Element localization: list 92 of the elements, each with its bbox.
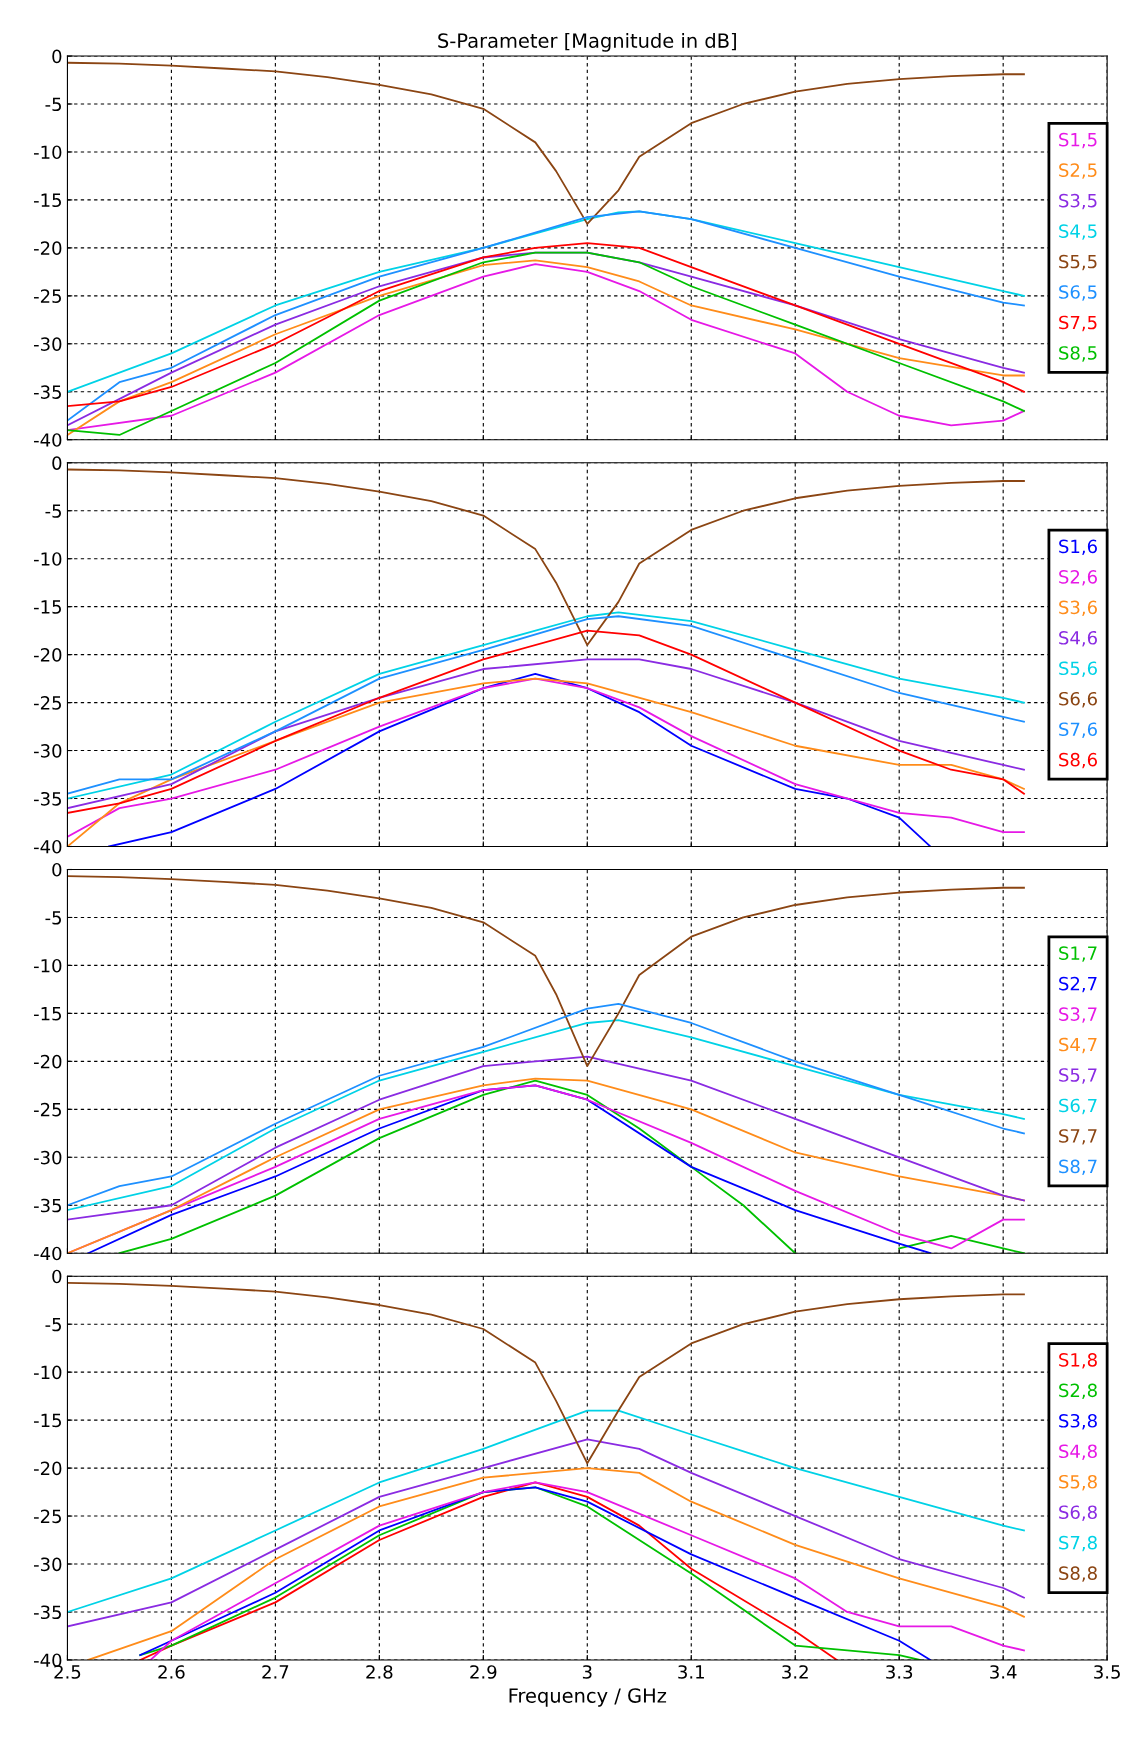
y-tick-label: -20 xyxy=(33,1054,62,1069)
series-label: S7,8 xyxy=(1059,1535,1097,1552)
line-series xyxy=(108,672,932,847)
y-tick-label: 0 xyxy=(52,456,62,470)
x-tick-label: 3.4 xyxy=(990,1665,1017,1679)
y-tick-label: 0 xyxy=(52,1269,62,1284)
y-tick-label: -40 xyxy=(33,433,62,447)
y-tick-label: -15 xyxy=(33,193,61,208)
text: S8,8 xyxy=(1059,1566,1097,1582)
y-tick-label: -20 xyxy=(33,648,62,662)
y-tick-label: -10 xyxy=(33,552,62,566)
line-series xyxy=(67,658,1025,810)
x-tick-label: 3.5 xyxy=(1094,1665,1120,1679)
y-tick-label: -25 xyxy=(33,289,61,303)
text: S5,6 xyxy=(1059,661,1097,677)
y-tick-label: -30 xyxy=(33,744,62,758)
text: S4,7 xyxy=(1059,1037,1097,1054)
y-tick-label: -30 xyxy=(33,1150,62,1165)
y-tick-label: -40 xyxy=(33,1653,62,1668)
text: S4,6 xyxy=(1059,630,1097,647)
text: S3,5 xyxy=(1059,193,1097,210)
x-tick-label: 2.8 xyxy=(366,1665,393,1679)
text: S6,6 xyxy=(1059,691,1097,708)
y-tick-label: -30 xyxy=(33,1557,62,1572)
chart-title: S-Parameter [Magnitude in dB] xyxy=(438,32,736,52)
y-tick-label: -5 xyxy=(45,504,61,518)
line-series xyxy=(67,61,1025,225)
text: S4,8 xyxy=(1059,1444,1097,1460)
line-series xyxy=(67,242,1025,408)
y-tick-label: -25 xyxy=(33,696,61,710)
text: S8,6 xyxy=(1059,752,1097,769)
y-tick-label: -35 xyxy=(33,1605,61,1620)
x-tick-label: 2.9 xyxy=(470,1665,497,1679)
y-tick-label: -15 xyxy=(33,1413,61,1428)
series-label: S6,5 xyxy=(1059,285,1097,301)
y-tick-label: -20 xyxy=(33,1461,62,1476)
text: S1,5 xyxy=(1059,132,1097,149)
y-tick-label: 0 xyxy=(52,49,62,64)
x-tick-label: 3 xyxy=(582,1665,592,1679)
y-tick-label: -40 xyxy=(33,839,62,854)
y-tick-label: -10 xyxy=(33,145,62,160)
y-tick-label: -25 xyxy=(33,1509,61,1524)
x-tick-label: 3.1 xyxy=(678,1665,704,1679)
y-tick-label: -5 xyxy=(45,911,61,925)
text: S3,8 xyxy=(1059,1413,1097,1430)
text: S7,7 xyxy=(1059,1129,1097,1145)
y-tick-label: -25 xyxy=(33,1102,61,1117)
line-series xyxy=(67,629,1025,814)
y-tick-label: -10 xyxy=(33,958,62,973)
text: S6,8 xyxy=(1059,1505,1097,1521)
text: S1,8 xyxy=(1059,1353,1097,1369)
text: S3,6 xyxy=(1059,600,1097,616)
text: S4,5 xyxy=(1059,224,1097,240)
y-tick-label: -40 xyxy=(33,1246,62,1261)
line-series xyxy=(67,1438,1025,1628)
y-tick-label: -15 xyxy=(33,1007,61,1021)
text: S8,7 xyxy=(1059,1159,1097,1176)
line-series xyxy=(67,1409,1025,1613)
text: S5,5 xyxy=(1059,254,1097,271)
y-tick-label: -35 xyxy=(33,385,61,399)
line-series xyxy=(67,1282,1025,1465)
text: S2,8 xyxy=(1059,1383,1097,1399)
x-tick-label: 3.3 xyxy=(886,1665,913,1679)
text: S8,5 xyxy=(1059,346,1097,362)
series-label: S6,7 xyxy=(1059,1098,1097,1115)
y-tick-label: -10 xyxy=(33,1365,62,1380)
line-series xyxy=(67,875,1025,1068)
text: S1,6 xyxy=(1059,539,1097,556)
y-tick-label: 0 xyxy=(52,862,62,877)
x-tick-label: 2.6 xyxy=(158,1665,185,1679)
line-series xyxy=(67,468,1025,646)
y-tick-label: -15 xyxy=(33,600,61,614)
text: S2,5 xyxy=(1059,163,1097,179)
x-tick-label: 3.2 xyxy=(782,1665,808,1679)
text: S3,7 xyxy=(1059,1007,1097,1023)
text: S1,7 xyxy=(1059,946,1097,962)
text: S7,5 xyxy=(1059,315,1097,332)
y-tick-label: -5 xyxy=(45,97,61,112)
line-series xyxy=(67,1055,1025,1221)
y-tick-label: -20 xyxy=(33,241,62,255)
x-tick-label: 2.7 xyxy=(262,1665,289,1679)
text: S5,8 xyxy=(1059,1474,1097,1491)
text: S2,6 xyxy=(1059,570,1097,586)
text: S2,7 xyxy=(1059,976,1097,993)
text: S5,7 xyxy=(1059,1068,1097,1084)
series-label: S7,6 xyxy=(1059,722,1097,738)
x-tick-label: 2.5 xyxy=(54,1665,81,1679)
y-tick-label: -35 xyxy=(33,1198,61,1213)
y-tick-label: -35 xyxy=(33,791,61,806)
x-axis-title: Frequency / GHz xyxy=(509,1688,667,1707)
y-tick-label: -5 xyxy=(45,1317,61,1332)
y-tick-label: -30 xyxy=(33,337,62,351)
